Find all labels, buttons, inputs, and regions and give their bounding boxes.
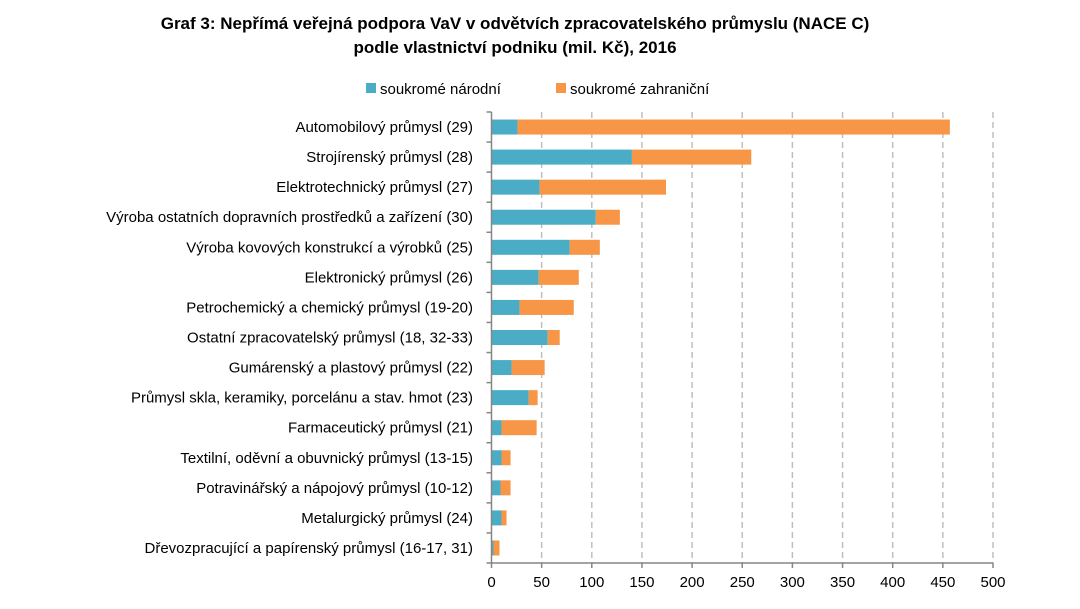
- x-tick-label: 250: [730, 574, 755, 591]
- category-label: Gumárenský a plastový průmysl (22): [229, 360, 473, 377]
- x-tick-label: 500: [980, 574, 1005, 591]
- x-tick-label: 150: [629, 574, 654, 591]
- legend-label: soukromé zahraniční: [570, 81, 710, 98]
- x-tick-label: 450: [930, 574, 955, 591]
- bar-foreign: [547, 330, 560, 345]
- x-tick-label: 0: [487, 574, 495, 591]
- bar-national: [491, 239, 570, 255]
- legend-swatch: [366, 83, 376, 93]
- category-label: Výroba ostatních dopravních prostředků a…: [106, 209, 473, 226]
- chart-title: Graf 3: Nepřímá veřejná podpora VaV v od…: [160, 14, 870, 33]
- bar-national: [491, 480, 501, 496]
- bar-foreign: [493, 540, 500, 556]
- x-tick-label: 50: [533, 574, 550, 591]
- category-label: Elektrotechnický průmysl (27): [276, 179, 473, 196]
- bar-national: [491, 540, 494, 556]
- x-tick-label: 400: [880, 574, 905, 591]
- category-label: Ostatní zpracovatelský průmysl (18, 32-3…: [187, 330, 473, 347]
- bar-national: [491, 269, 539, 285]
- bar-foreign: [595, 209, 620, 225]
- category-label: Elektronický průmysl (26): [305, 269, 473, 286]
- category-label: Dřevozpracující a papírenský průmysl (16…: [145, 540, 473, 557]
- category-label: Metalurgický průmysl (24): [301, 510, 473, 527]
- category-label: Farmaceutický průmysl (21): [288, 420, 473, 437]
- bar-national: [491, 450, 502, 466]
- bar-foreign: [519, 299, 574, 315]
- bar-national: [491, 149, 632, 165]
- legend-label: soukromé národní: [380, 81, 502, 98]
- bar-national: [491, 209, 596, 225]
- bar-foreign: [528, 390, 538, 406]
- category-label: Průmysl skla, keramiky, porcelánu a stav…: [131, 390, 473, 407]
- bar-foreign: [631, 149, 752, 165]
- category-label: Výroba kovových konstrukcí a výrobků (25…: [186, 239, 473, 256]
- bar-foreign: [538, 269, 579, 285]
- chart-subtitle: podle vlastnictví podniku (mil. Kč), 201…: [353, 38, 677, 57]
- bar-national: [491, 390, 529, 406]
- legend-swatch: [556, 83, 566, 93]
- bar-foreign: [569, 239, 600, 255]
- bar-foreign: [517, 119, 950, 135]
- x-tick-label: 200: [680, 574, 705, 591]
- bar-national: [491, 299, 520, 315]
- category-label: Strojírenský průmysl (28): [306, 149, 473, 166]
- category-label: Petrochemický a chemický průmysl (19-20): [186, 299, 473, 316]
- x-tick-label: 100: [579, 574, 604, 591]
- bar-foreign: [511, 360, 545, 376]
- bar-foreign: [501, 450, 511, 466]
- bar-foreign: [501, 420, 537, 436]
- bar-national: [491, 179, 540, 195]
- bar-national: [491, 360, 512, 376]
- bar-foreign: [501, 510, 507, 526]
- category-label: Textilní, oděvní a obuvnický průmysl (13…: [180, 450, 473, 467]
- bar-national: [491, 119, 518, 135]
- bar-national: [491, 420, 502, 436]
- bar-foreign: [539, 179, 667, 195]
- bar-national: [491, 330, 548, 345]
- bar-foreign: [500, 480, 511, 496]
- category-label: Automobilový průmysl (29): [295, 119, 473, 136]
- x-tick-label: 300: [780, 574, 805, 591]
- bar-national: [491, 510, 502, 526]
- category-label: Potravinářský a nápojový průmysl (10-12): [196, 480, 473, 497]
- x-tick-label: 350: [830, 574, 855, 591]
